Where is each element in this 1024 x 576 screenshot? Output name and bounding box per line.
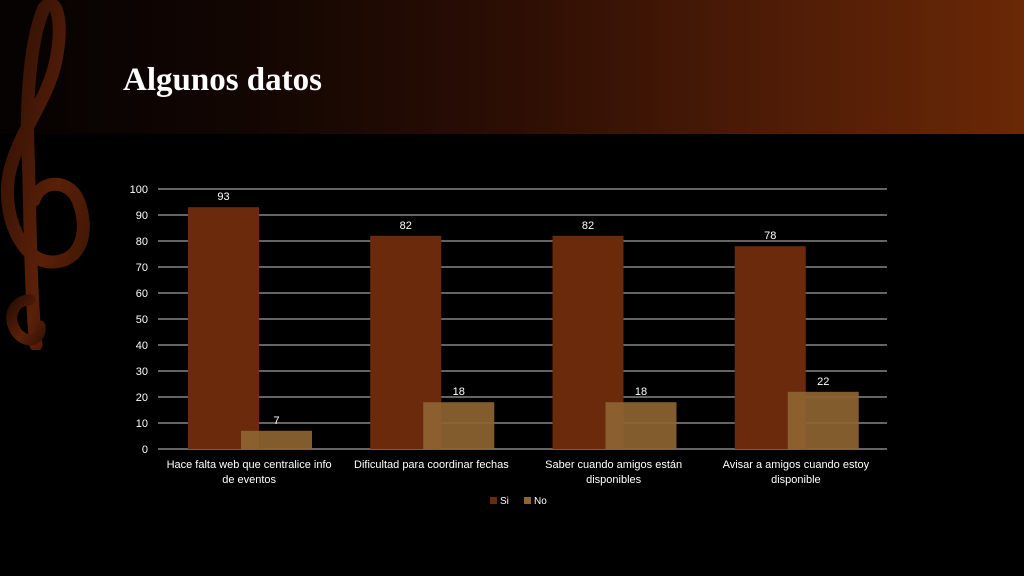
bar-no xyxy=(423,402,495,449)
y-tick-label: 70 xyxy=(136,262,148,274)
legend-swatch xyxy=(524,497,531,504)
y-tick-label: 0 xyxy=(142,444,148,456)
y-tick-label: 80 xyxy=(136,236,148,248)
x-tick-label: Saber cuando amigos están xyxy=(545,459,682,471)
data-label: 78 xyxy=(764,230,776,242)
header-band xyxy=(0,0,1024,134)
y-tick-label: 20 xyxy=(136,392,148,404)
data-label: 18 xyxy=(635,386,647,398)
slide-title: Algunos datos xyxy=(123,62,322,98)
x-tick-label: disponibles xyxy=(586,474,642,486)
data-label: 82 xyxy=(400,220,412,232)
x-tick-label: Avisar a amigos cuando estoy xyxy=(723,459,870,471)
y-tick-label: 90 xyxy=(136,210,148,222)
bar-no xyxy=(605,402,677,449)
y-tick-label: 30 xyxy=(136,366,148,378)
y-tick-label: 50 xyxy=(136,314,148,326)
x-tick-label: de eventos xyxy=(222,474,276,486)
data-label: 7 xyxy=(273,415,279,427)
legend-label: No xyxy=(534,496,547,507)
x-tick-label: Hace falta web que centralice info xyxy=(167,459,332,471)
bar-no xyxy=(241,430,312,449)
y-tick-label: 40 xyxy=(136,340,148,352)
y-tick-label: 100 xyxy=(130,184,148,196)
data-label: 18 xyxy=(453,386,465,398)
x-tick-label: disponible xyxy=(771,474,821,486)
data-label: 82 xyxy=(582,220,594,232)
bar-si xyxy=(188,207,259,449)
data-label: 93 xyxy=(217,191,229,203)
y-tick-label: 60 xyxy=(136,288,148,300)
data-label: 22 xyxy=(817,376,829,388)
x-tick-label: Dificultad para coordinar fechas xyxy=(354,459,509,471)
bar-no xyxy=(787,391,859,449)
legend-label: Si xyxy=(500,496,509,507)
treble-clef-icon xyxy=(0,0,90,350)
y-tick-label: 10 xyxy=(136,418,148,430)
legend-swatch xyxy=(490,497,497,504)
